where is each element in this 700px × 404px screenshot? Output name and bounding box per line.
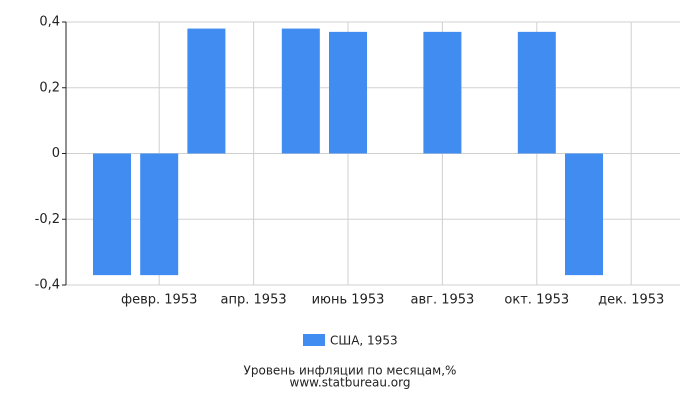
footer-site: www.statbureau.org bbox=[290, 376, 411, 390]
x-tick-label: июнь 1953 bbox=[312, 293, 385, 308]
x-tick-label: дек. 1953 bbox=[598, 293, 664, 308]
y-tick-label: 0,2 bbox=[39, 80, 60, 95]
y-tick-label: 0 bbox=[52, 146, 60, 161]
y-tick-label: 0,4 bbox=[39, 15, 60, 30]
bar bbox=[423, 31, 462, 154]
y-tick-label: -0,4 bbox=[35, 278, 60, 293]
bar bbox=[140, 153, 179, 276]
bar bbox=[93, 153, 131, 276]
bar bbox=[565, 153, 603, 276]
x-tick-label: окт. 1953 bbox=[504, 293, 569, 308]
bar bbox=[517, 31, 556, 154]
x-tick-label: февр. 1953 bbox=[121, 293, 197, 308]
legend-swatch bbox=[303, 334, 325, 346]
footer-title: Уровень инфляции по месяцам,% bbox=[244, 364, 457, 378]
bar bbox=[187, 28, 226, 154]
x-tick-label: авг. 1953 bbox=[410, 293, 474, 308]
bar bbox=[281, 28, 320, 154]
legend-label: США, 1953 bbox=[330, 334, 398, 348]
x-tick-label: апр. 1953 bbox=[221, 293, 287, 308]
y-tick-label: -0,2 bbox=[35, 212, 60, 227]
bar bbox=[329, 31, 367, 154]
